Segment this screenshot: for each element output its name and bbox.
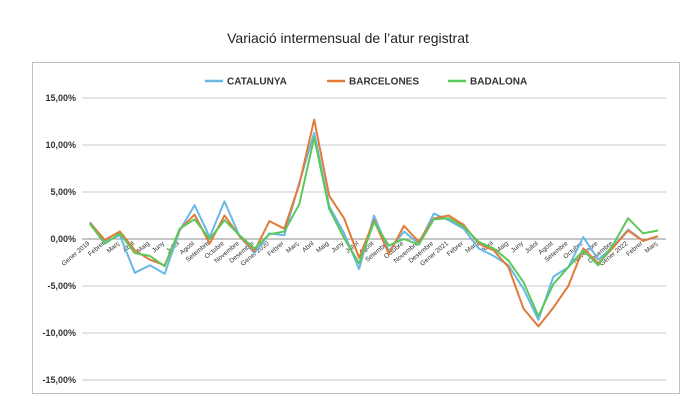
legend-label-badalona: BADALONA xyxy=(470,77,527,88)
x-tick-label: Juliol xyxy=(524,240,540,255)
x-tick-label: Febrer xyxy=(446,240,466,258)
x-tick-label: Març xyxy=(644,240,660,255)
x-tick-label: Maig xyxy=(315,240,331,255)
chart-title: Variació intermensual de l’atur registra… xyxy=(227,30,469,46)
x-tick-label: Maig xyxy=(495,240,511,255)
x-tick-label: Febrer xyxy=(625,240,645,258)
series-line-catalunya xyxy=(89,131,659,321)
x-tick-label: Juny xyxy=(330,240,346,255)
y-tick-label: 0,00% xyxy=(50,234,76,244)
y-tick-label: -5,00% xyxy=(47,281,76,291)
y-tick-label: -15,00% xyxy=(42,375,76,385)
chart-frame xyxy=(32,62,680,394)
y-tick-label: 5,00% xyxy=(50,187,76,197)
y-tick-label: 10,00% xyxy=(45,140,76,150)
legend-label-catalunya: CATALUNYA xyxy=(227,77,287,88)
legend-label-barcelones: BARCELONES xyxy=(349,77,419,88)
y-tick-label: -10,00% xyxy=(42,328,76,338)
x-tick-label: Febrer xyxy=(266,240,286,258)
x-tick-label: Març xyxy=(285,240,301,255)
x-tick-label: Juny xyxy=(151,240,167,255)
series-line-badalona xyxy=(89,136,659,318)
x-tick-label: Juny xyxy=(510,240,526,255)
x-tick-label: Abril xyxy=(301,240,316,254)
y-tick-label: 15,00% xyxy=(45,93,76,103)
